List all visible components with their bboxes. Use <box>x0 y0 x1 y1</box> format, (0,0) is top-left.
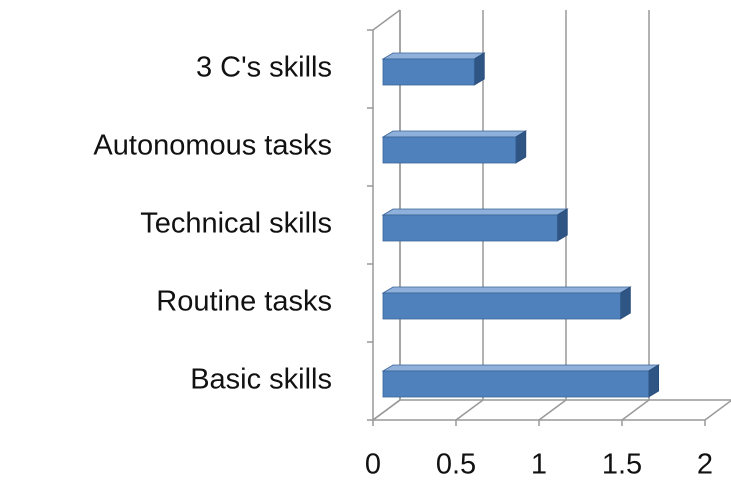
floor-line <box>538 399 567 421</box>
bar <box>381 208 569 242</box>
bar <box>381 364 661 398</box>
bar-front <box>382 292 621 320</box>
bar-side <box>515 130 527 164</box>
left-wall-top <box>372 9 401 31</box>
bar-side <box>473 52 485 86</box>
bar-front <box>382 136 517 164</box>
bar-top <box>381 208 569 216</box>
bar <box>381 130 528 164</box>
floor-line <box>372 399 401 421</box>
bar-top <box>381 364 661 372</box>
y-tick-label: Basic skills <box>190 364 332 396</box>
bar-front <box>382 214 558 242</box>
floor-line <box>621 399 650 421</box>
bar <box>381 52 486 86</box>
bar-side <box>619 286 631 320</box>
bar-front <box>382 370 650 398</box>
bar-top <box>381 130 528 138</box>
bar-side <box>556 208 568 242</box>
bar-top <box>381 286 632 294</box>
y-tick-label: Technical skills <box>140 208 332 240</box>
category-ticks <box>367 29 373 421</box>
bar <box>381 286 632 320</box>
floor-line <box>455 399 484 421</box>
bar-side <box>648 364 659 398</box>
bar-top <box>381 52 486 60</box>
x-tick-label: 2 <box>697 449 713 481</box>
y-tick-label: Autonomous tasks <box>93 130 332 162</box>
bar-front <box>382 58 475 86</box>
x-tick-label: 1.5 <box>602 449 642 481</box>
y-tick-label: Routine tasks <box>156 286 332 318</box>
floor-line <box>704 400 731 421</box>
x-tick-label: 0.5 <box>436 449 476 481</box>
y-tick-label: 3 C's skills <box>196 52 332 84</box>
x-tick-label: 1 <box>531 449 547 481</box>
x-tick-label: 0 <box>365 449 381 481</box>
